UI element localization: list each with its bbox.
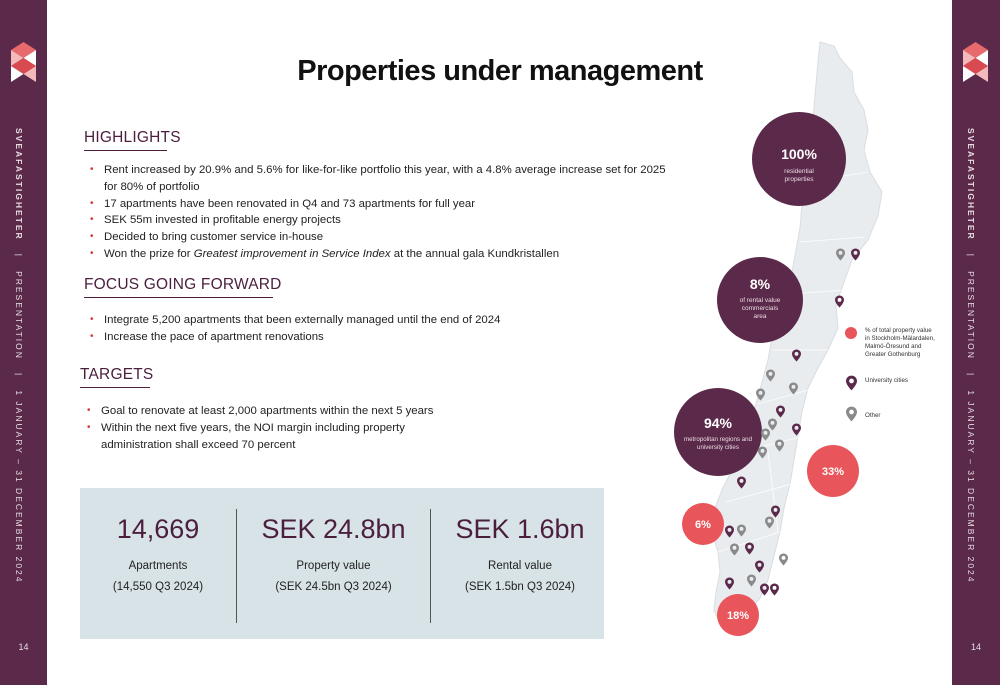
svg-text:area: area	[753, 313, 766, 320]
list-item: Rent increased by 20.9% and 5.6% for lik…	[90, 162, 680, 196]
svg-text:94%: 94%	[704, 415, 733, 431]
svg-text:Other: Other	[865, 412, 880, 419]
svg-text:properties: properties	[785, 176, 815, 183]
list-item: Decided to bring customer service in-hou…	[90, 229, 680, 246]
right-sidebar: SVEAFASTIGHETER | PRESENTATION | 1 JANUA…	[952, 0, 1000, 685]
highlights-list: Rent increased by 20.9% and 5.6% for lik…	[90, 162, 680, 263]
svg-text:18%: 18%	[727, 610, 749, 622]
list-item: Won the prize for Greatest improvement i…	[90, 246, 680, 263]
svg-text:Malmö-Öresund and: Malmö-Öresund and	[865, 343, 922, 350]
targets-list: Goal to renovate at least 2,000 apartmen…	[87, 403, 467, 453]
divider	[236, 509, 237, 623]
stat-comparison: (SEK 1.5bn Q3 2024)	[465, 581, 575, 593]
svg-text:University cities: University cities	[865, 377, 908, 384]
list-item: Increase the pace of apartment renovatio…	[90, 329, 680, 346]
stat-value: SEK 24.8bn	[261, 514, 406, 544]
stat-value: SEK 1.6bn	[455, 514, 585, 544]
brand-logo-icon	[963, 42, 988, 82]
stat-property-value: SEK 24.8bn Property value (SEK 24.5bn Q3…	[237, 488, 430, 639]
list-item: Goal to renovate at least 2,000 apartmen…	[87, 403, 467, 420]
list-item: 17 apartments have been renovated in Q4 …	[90, 196, 680, 213]
stat-rental-value: SEK 1.6bn Rental value (SEK 1.5bn Q3 202…	[431, 488, 609, 639]
red-dot-icon	[845, 327, 857, 339]
stat-comparison: (14,550 Q3 2024)	[112, 581, 204, 593]
metropolitan-circle: 94% metropolitan regions and university …	[674, 388, 762, 476]
svg-text:residential: residential	[784, 168, 814, 175]
stat-label: Property value	[296, 560, 371, 572]
targets-heading: TARGETS	[80, 366, 154, 388]
list-item: Within the next five years, the NOI marg…	[87, 420, 467, 454]
svg-text:33%: 33%	[822, 466, 844, 478]
svg-text:commercials: commercials	[742, 305, 779, 312]
svg-text:in Stockholm-Mälardalen,: in Stockholm-Mälardalen,	[865, 335, 935, 342]
sweden-map: 100% residential properties 8% of rental…	[674, 41, 935, 636]
svg-text:% of total property value: % of total property value	[865, 327, 932, 334]
other-pin-icon	[846, 406, 857, 422]
divider	[430, 509, 431, 623]
other-pin-icon	[779, 553, 788, 566]
stat-label: Rental value	[488, 560, 552, 572]
focus-list: Integrate 5,200 apartments that been ext…	[90, 312, 680, 346]
list-item: Integrate 5,200 apartments that been ext…	[90, 312, 680, 329]
university-pin-icon	[846, 375, 857, 391]
stat-label: Apartments	[128, 560, 188, 572]
stats-panel: 14,669 Apartments (14,550 Q3 2024) SEK 2…	[80, 488, 604, 639]
map-legend: % of total property value in Stockholm-M…	[845, 327, 935, 422]
red-circle-33: 33%	[807, 445, 859, 497]
svg-text:metropolitan regions and: metropolitan regions and	[684, 436, 753, 443]
sidebar-presentation-label: SVEAFASTIGHETER | PRESENTATION | 1 JANUA…	[966, 128, 976, 584]
commercial-circle: 8% of rental value commercials area	[717, 257, 803, 343]
svg-text:university cities: university cities	[697, 444, 739, 451]
svg-text:100%: 100%	[781, 146, 817, 162]
page-number: 14	[18, 642, 29, 652]
stat-value: 14,669	[116, 514, 200, 544]
svg-text:of rental value: of rental value	[740, 297, 781, 304]
sidebar-presentation-label: SVEAFASTIGHETER | PRESENTATION | 1 JANUA…	[14, 128, 24, 584]
stat-comparison: (SEK 24.5bn Q3 2024)	[275, 581, 392, 593]
university-pin-icon	[770, 583, 779, 596]
svg-text:Greater Gothenburg: Greater Gothenburg	[865, 351, 921, 358]
svg-text:8%: 8%	[750, 276, 771, 292]
stat-apartments: 14,669 Apartments (14,550 Q3 2024)	[80, 488, 236, 639]
svg-text:6%: 6%	[695, 519, 711, 531]
page-title: Properties under management	[297, 55, 703, 87]
residential-circle: 100% residential properties	[752, 112, 846, 206]
page-number: 14	[970, 642, 981, 652]
highlights-heading: HIGHLIGHTS	[84, 129, 181, 151]
brand-logo-icon	[11, 42, 36, 82]
red-circle-18: 18%	[717, 594, 759, 636]
focus-heading: FOCUS GOING FORWARD	[84, 276, 282, 298]
red-circle-6: 6%	[682, 503, 724, 545]
list-item: SEK 55m invested in profitable energy pr…	[90, 212, 680, 229]
left-sidebar: SVEAFASTIGHETER | PRESENTATION | 1 JANUA…	[0, 0, 47, 685]
